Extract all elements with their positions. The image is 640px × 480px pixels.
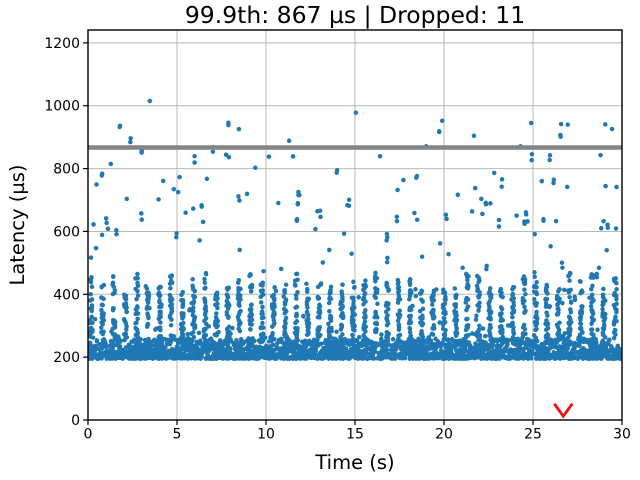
y-tick-label: 1200 [44, 36, 80, 52]
chart-title: 99.9th: 867 µs | Dropped: 11 [185, 1, 525, 29]
x-tick-label: 5 [173, 427, 182, 443]
y-axis-label: Latency (µs) [6, 164, 29, 285]
tickmarks-layer [83, 42, 623, 425]
x-tick-label: 25 [524, 427, 542, 443]
y-tick-label: 200 [53, 350, 80, 366]
x-tick-label: 0 [84, 427, 93, 443]
y-tick-label: 400 [53, 287, 80, 303]
x-tick-label: 20 [435, 427, 453, 443]
x-tick-label: 15 [346, 427, 364, 443]
x-axis-label: Time (s) [314, 451, 394, 474]
latency-scatter-points [88, 98, 622, 361]
y-tick-label: 600 [53, 224, 80, 240]
y-tick-label: 0 [71, 413, 80, 429]
y-tick-label: 800 [53, 162, 80, 178]
gridlines-layer [87, 30, 623, 421]
dropped-packet-caret-down-icon [553, 402, 574, 419]
y-tick-label: 1000 [44, 99, 80, 115]
x-tick-label: 10 [257, 427, 275, 443]
x-tick-label: 30 [613, 427, 631, 443]
tick-labels-layer: 0 5 10 15 20 25 30 0 200 400 600 800 1000 1200 [44, 36, 631, 443]
scatter-points-layer [88, 98, 622, 361]
